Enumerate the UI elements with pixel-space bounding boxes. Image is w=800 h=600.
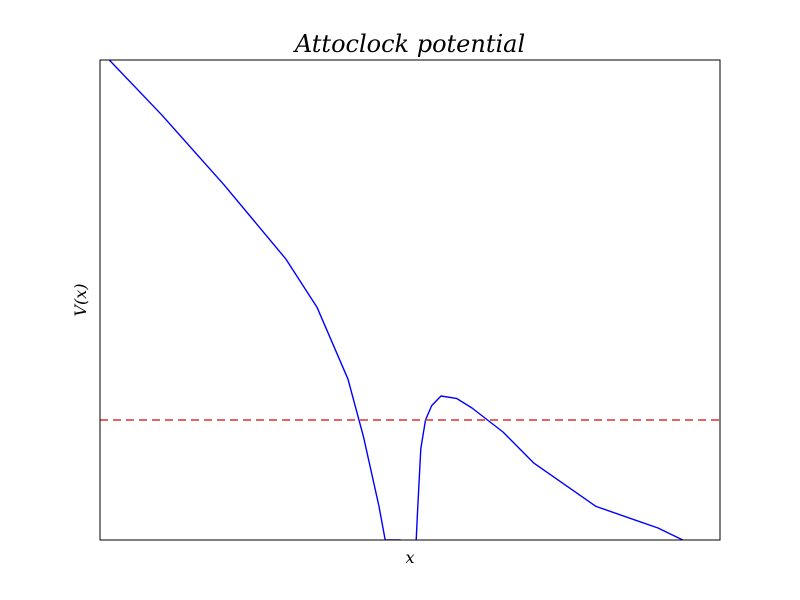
chart-title: Attoclock potential (293, 30, 525, 58)
x-axis-label: x (405, 548, 414, 567)
potential-curve-1 (108, 60, 401, 540)
y-axis-label: V(x) (71, 283, 90, 316)
potential-curve-2 (415, 395, 684, 540)
plot-frame (99, 59, 721, 541)
series-layer (100, 60, 720, 540)
